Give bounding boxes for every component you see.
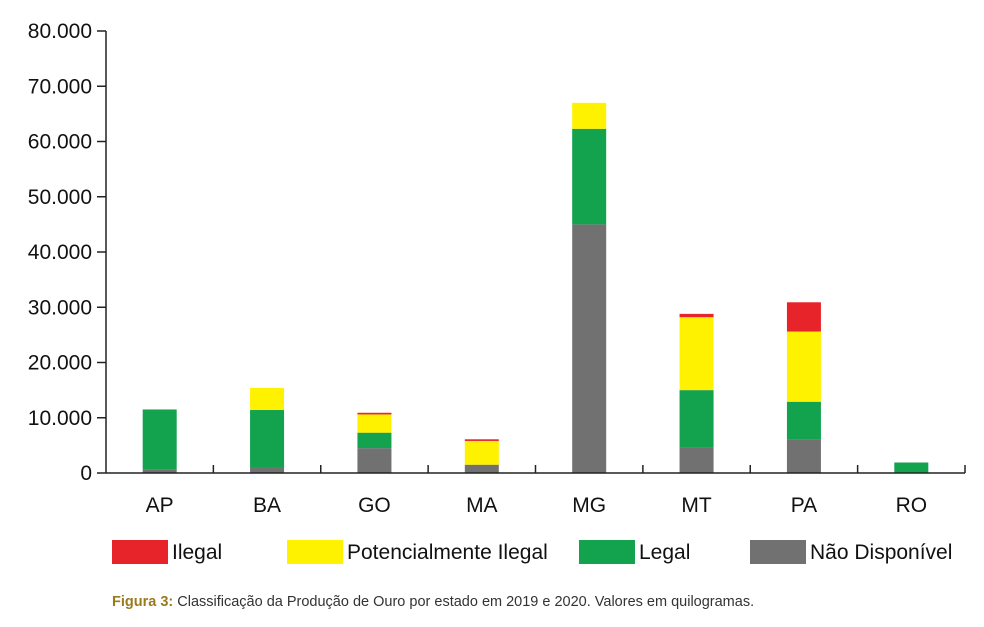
y-tick-label: 10.000 [28, 407, 92, 430]
bar-segment [142, 469, 177, 473]
bar-segment [464, 439, 499, 441]
x-tick-label: GO [358, 494, 391, 517]
bar-segment [786, 401, 821, 440]
x-tick-label: AP [146, 494, 174, 517]
x-tick-label: MG [572, 494, 606, 517]
y-tick-label: 40.000 [28, 241, 92, 264]
figure-caption: Figura 3: Classificação da Produção de O… [112, 594, 754, 610]
x-tick-label: MT [681, 494, 711, 517]
y-axis: 0 10.000 20.000 30.000 40.000 50.000 60.000 70.… [28, 20, 107, 485]
legend-swatch [750, 540, 806, 564]
legend-swatch [287, 540, 343, 564]
y-tick-label: 50.000 [28, 186, 92, 209]
y-tick-label: 0 [80, 462, 92, 485]
bars [142, 102, 929, 473]
caption-text: Classificação da Produção de Ouro por es… [173, 594, 755, 610]
bar-segment [679, 390, 714, 448]
bar-segment [250, 410, 285, 468]
bar-segment [357, 414, 392, 433]
legend: Ilegal Potencialmente Ilegal Legal Não Disp… [112, 540, 952, 564]
y-tick-label: 80.000 [28, 20, 92, 43]
x-axis: AP BA GO MA MG MT PA RO [106, 465, 966, 517]
legend-swatch [579, 540, 635, 564]
bar-segment [894, 462, 929, 473]
y-tick-label: 20.000 [28, 352, 92, 375]
bar-segment [572, 224, 607, 473]
legend-swatch [112, 540, 168, 564]
bar-segment [786, 331, 821, 402]
x-tick-label: MA [466, 494, 498, 517]
caption-label: Figura 3: [112, 594, 174, 610]
bar-segment [142, 409, 177, 470]
bar-segment [357, 412, 392, 415]
bar-segment [250, 467, 285, 473]
legend-label: Legal [639, 541, 690, 564]
legend-label: Não Disponível [810, 541, 952, 564]
bar-segment [357, 448, 392, 473]
bar-segment [250, 387, 285, 411]
legend-label: Potencialmente Ilegal [347, 541, 548, 564]
y-tick-label: 60.000 [28, 131, 92, 154]
bar-segment [572, 102, 607, 129]
bar-segment [679, 447, 714, 473]
y-tick-label: 30.000 [28, 296, 92, 319]
bar-segment [464, 464, 499, 473]
bar-segment [679, 313, 714, 318]
x-tick-label: RO [896, 494, 928, 517]
bar-segment [786, 439, 821, 473]
bar-segment [572, 128, 607, 225]
bar-segment [464, 440, 499, 465]
x-tick-label: PA [791, 494, 817, 517]
bar-segment [786, 302, 821, 332]
y-tick-label: 70.000 [28, 75, 92, 98]
bar-segment [357, 432, 392, 449]
x-tick-label: BA [253, 494, 281, 517]
bar-segment [679, 317, 714, 391]
legend-label: Ilegal [172, 541, 222, 564]
